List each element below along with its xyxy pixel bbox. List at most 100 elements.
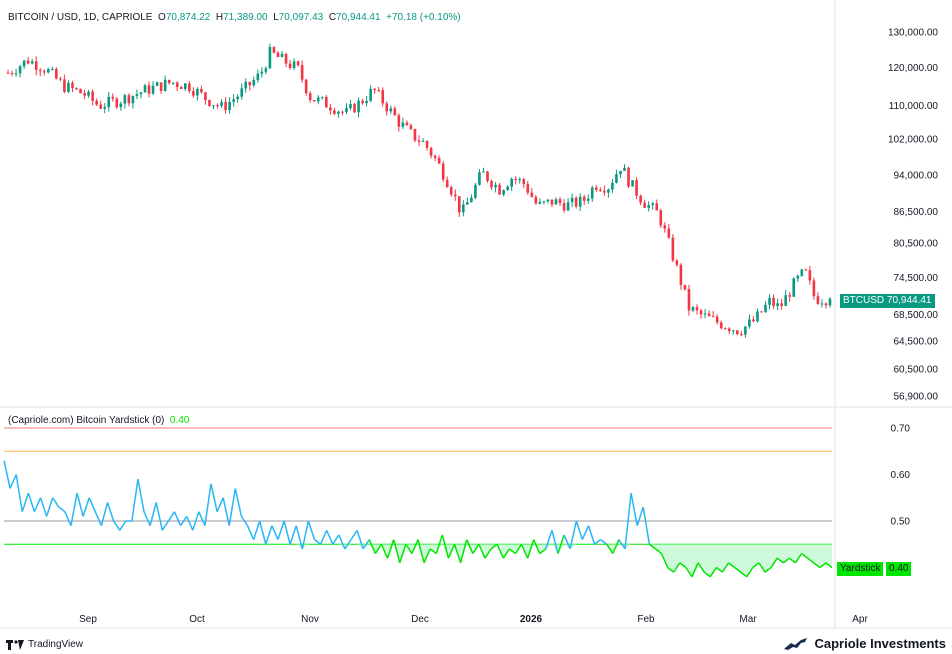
open-value: 70,874.22 — [165, 12, 211, 23]
candle-body — [369, 88, 372, 101]
candle-body — [316, 97, 320, 102]
candle-body — [643, 202, 646, 208]
candle-body — [228, 101, 231, 111]
yardstick-segment — [624, 493, 632, 549]
yardstick-segment — [192, 511, 200, 531]
yardstick-segment — [600, 539, 608, 545]
candle-body — [679, 264, 683, 285]
tradingview-logo[interactable]: TradingView — [6, 639, 83, 650]
yardstick-segment — [325, 529, 334, 545]
yardstick-segment — [776, 557, 784, 564]
yardstick-segment — [350, 529, 358, 541]
yardstick-segment — [587, 525, 596, 545]
yardstick-segment — [441, 534, 450, 559]
yardstick-segment — [453, 544, 462, 564]
yardstick-segment — [173, 511, 182, 526]
candle-body — [83, 93, 86, 96]
tradingview-icon — [6, 639, 24, 650]
candle-body — [655, 203, 659, 211]
candle-body — [151, 85, 155, 94]
candle-body — [103, 107, 107, 109]
candle-body — [502, 190, 505, 195]
yardstick-segment — [575, 520, 584, 540]
candle-body — [357, 100, 360, 113]
candle-body — [594, 187, 598, 190]
candle-body — [784, 295, 787, 306]
candle-body — [474, 184, 477, 198]
candle-body — [139, 92, 143, 95]
yardstick-segment — [380, 543, 389, 559]
yardstick-segment — [703, 571, 711, 578]
candle-body — [30, 61, 34, 64]
candle-body — [449, 187, 453, 195]
candle-body — [329, 107, 332, 111]
candle-body — [6, 72, 10, 74]
candle-body — [466, 202, 469, 205]
yardstick-segment — [155, 502, 164, 531]
yardstick-segment — [472, 543, 480, 554]
high-value: 71,389.00 — [223, 12, 268, 23]
candle-body — [135, 94, 139, 96]
candle-body — [18, 66, 22, 74]
candle-body — [478, 172, 481, 185]
candle-body — [280, 53, 284, 58]
price-tick-label: 86,500.00 — [894, 207, 939, 218]
yardstick-segment — [143, 511, 151, 526]
candle-body — [119, 103, 123, 108]
candle-body — [236, 96, 239, 100]
candle-body — [550, 199, 554, 205]
candle-body — [284, 53, 288, 64]
candle-body — [147, 85, 151, 94]
yardstick-segment — [362, 539, 370, 550]
yardstick-segment — [825, 562, 833, 569]
candle-body — [546, 199, 550, 202]
candle-body — [470, 197, 473, 203]
candle-body — [683, 284, 687, 290]
yardstick-segment — [64, 511, 72, 526]
candle-body — [433, 155, 437, 158]
yardstick-segment — [70, 492, 78, 526]
candle-body — [796, 275, 800, 279]
indicator-header: (Capriole.com) Bitcoin Yardstick (0) 0.4… — [8, 415, 189, 426]
candle-body — [490, 181, 493, 188]
x-tick-label: Dec — [411, 614, 429, 625]
yardstick-segment — [508, 548, 516, 555]
yardstick-segment — [179, 515, 188, 527]
candle-body — [175, 82, 179, 87]
yardstick-segment — [374, 543, 383, 554]
yardstick-segment — [563, 534, 571, 550]
candle-body — [804, 269, 808, 271]
yardstick-segment — [746, 567, 754, 578]
yardstick-segment — [185, 516, 194, 531]
candle-body — [772, 297, 775, 307]
indicator-value: 0.40 — [169, 415, 190, 426]
yardstick-segment — [399, 544, 407, 564]
yardstick-segment — [386, 539, 395, 559]
candle-body — [312, 100, 316, 102]
close-value: 70,944.41 — [336, 12, 381, 23]
yardstick-segment — [648, 543, 656, 550]
candle-body — [744, 326, 747, 335]
yardstick-segment — [405, 543, 413, 554]
yardstick-segment — [764, 566, 772, 573]
yardstick-segment — [496, 543, 504, 559]
candle-body — [486, 171, 489, 182]
candle-body — [91, 91, 94, 101]
yardstick-segment — [594, 539, 602, 545]
yardstick-segment — [314, 539, 322, 545]
candle-body — [268, 47, 272, 69]
symbol-title: BITCOIN / USD, 1D, CAPRIOLE — [8, 12, 153, 23]
candle-body — [530, 192, 534, 197]
yardstick-segment — [801, 552, 809, 559]
candle-body — [558, 199, 562, 204]
yardstick-segment — [94, 511, 103, 526]
yardstick-segment — [721, 562, 730, 573]
candle-body — [397, 115, 401, 127]
yardstick-segment — [39, 497, 48, 517]
yardstick-segment — [356, 530, 364, 550]
candle-body — [590, 187, 594, 199]
price-tick-label: 56,900.00 — [894, 392, 939, 403]
candle-body — [639, 195, 642, 203]
yardstick-segment — [813, 562, 821, 569]
